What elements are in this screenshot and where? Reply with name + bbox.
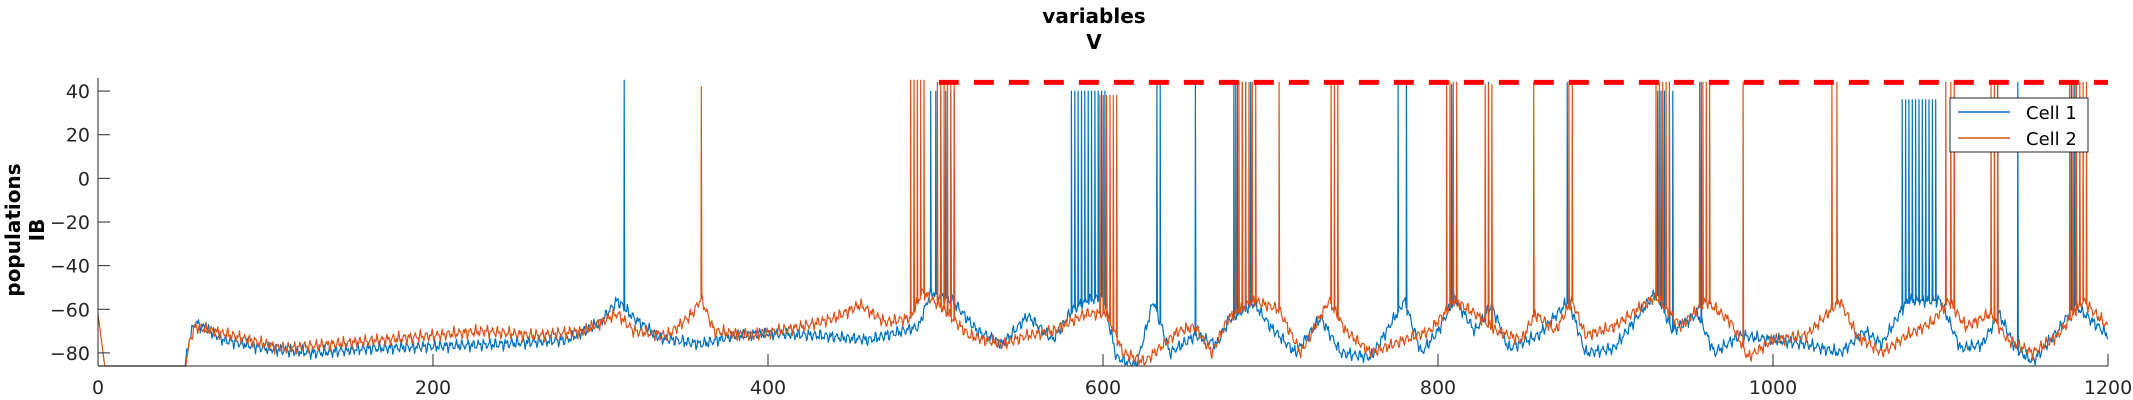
y-tick-label: −60 [50, 299, 90, 321]
ylabel-line-1: populations [1, 163, 25, 296]
title-line-1: variables [1042, 4, 1145, 28]
x-tick-label: 600 [1085, 377, 1121, 399]
title-line-2: V [1086, 30, 1102, 54]
series-line-cell-2 [97, 79, 2109, 367]
chart-title: variables V [1042, 4, 1145, 54]
x-tick-label: 1200 [2084, 377, 2132, 399]
x-tick-label: 400 [750, 377, 786, 399]
x-tick-label: 200 [415, 377, 451, 399]
x-tick-label: 800 [1420, 377, 1456, 399]
y-tick-label: −40 [50, 256, 90, 278]
x-tick-label: 1000 [1749, 377, 1797, 399]
y-tick-label: 20 [66, 125, 90, 147]
plot-series [97, 79, 2109, 367]
ylabel-line-2: IB [25, 219, 49, 242]
legend-label-cell-2: Cell 2 [2026, 129, 2077, 150]
y-tick-label: −80 [50, 343, 90, 365]
y-axis-label: populations IB [1, 163, 49, 296]
y-tick-label: 0 [78, 168, 90, 190]
y-tick-label: 40 [66, 81, 90, 103]
legend-label-cell-1: Cell 1 [2026, 103, 2077, 124]
x-tick-label: 0 [92, 377, 104, 399]
y-tick-label: −20 [50, 212, 90, 234]
legend: Cell 1 Cell 2 [1949, 97, 2089, 153]
legend-box [1949, 97, 2089, 153]
